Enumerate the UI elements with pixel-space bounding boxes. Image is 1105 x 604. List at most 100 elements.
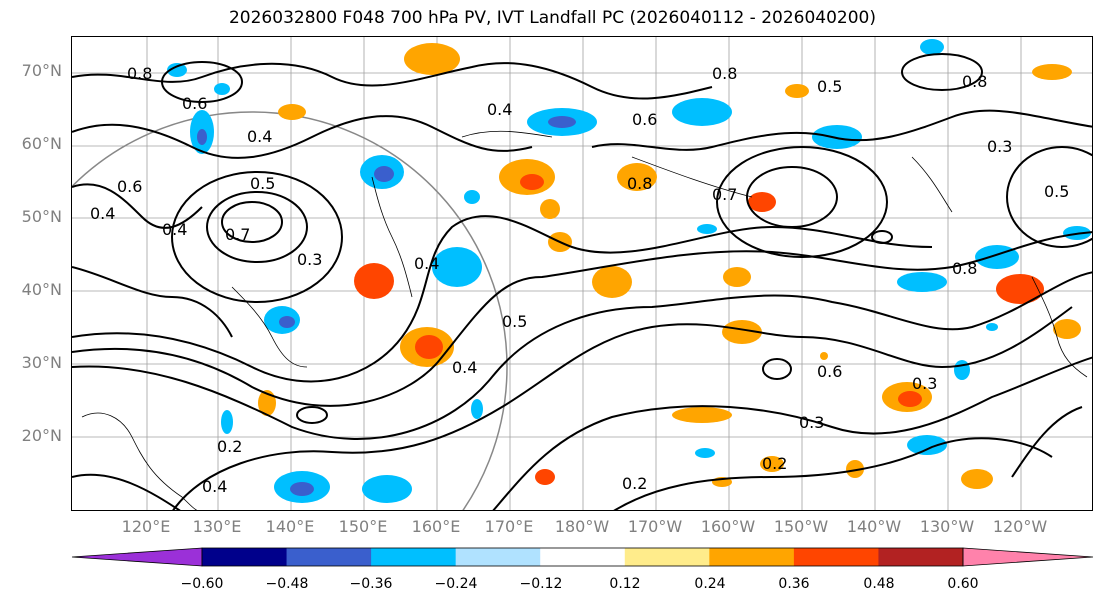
fill-blob [362,475,412,503]
fill-blob [996,274,1044,304]
map-title: 2026032800 F048 700 hPa PV, IVT Landfall… [228,8,876,28]
fill-blob [278,104,306,120]
contour-label: 0.3 [297,250,322,269]
fill-blob [961,469,993,489]
lon-label: 150°E [338,517,388,536]
lon-label: 180°W [554,517,610,536]
fill-blob [785,84,809,98]
fill-blob [748,192,776,212]
fill-blob [279,316,295,328]
fill-blob [920,39,944,55]
map-canvas: 0.8 0.6 0.4 0.4 0.6 0.2 0.4 0.5 0.7 0.3 … [72,37,1092,510]
lon-label: 160°W [700,517,756,536]
fill-blob [617,163,657,191]
lon-label: 170°W [627,517,683,536]
fill-blob [722,320,762,344]
lon-label: 120°E [121,517,171,536]
fill-blob [548,116,576,128]
contour-label: 0.8 [712,64,737,83]
colorbar-segments [71,547,1094,567]
fill-blob [898,391,922,407]
fill-blob [471,399,483,419]
contour-label: 0.6 [817,362,842,381]
contour-label: 0.5 [1044,182,1069,201]
fill-blob [432,247,482,287]
fill-blob [221,410,233,434]
fill-blob [374,166,394,182]
fill-blob [520,174,544,190]
colorbar-tick: 0.48 [863,576,895,592]
fill-blob [986,323,998,331]
fill-blob [697,224,717,234]
contour-label: 0.4 [90,204,115,223]
colorbar-segment [540,548,626,566]
colorbar-tick: −0.12 [519,576,563,592]
colorbar-segment [202,548,288,566]
contour-label: 0.4 [202,477,227,496]
map-panel: 0.8 0.6 0.4 0.4 0.6 0.2 0.4 0.5 0.7 0.3 … [71,36,1093,511]
lon-label: 140°E [265,517,315,536]
fill-blob [672,407,732,423]
contour-label: 0.6 [632,110,657,129]
fill-blob [846,460,864,478]
fill-blob [723,267,751,287]
fill-blob [672,98,732,126]
colorbar-segment [455,548,541,566]
lon-label: 130°E [192,517,242,536]
contour-label: 0.4 [487,100,512,119]
contour-label: 0.7 [712,185,737,204]
colorbar-tick: 0.36 [778,576,810,592]
contour-label: 0.4 [414,254,439,273]
fill-blob [197,129,207,145]
fill-blob [812,125,862,149]
fill-blob [415,335,443,359]
coastlines [81,130,1088,510]
colorbar [71,547,1094,567]
contour-label: 0.5 [817,77,842,96]
fill-blob [760,456,784,472]
colorbar-extend-min [71,547,203,567]
fill-blob [1053,319,1081,339]
fill-blob [404,43,460,75]
contour-label: 0.3 [987,137,1012,156]
fill-blob [907,435,947,455]
fill-blob [695,448,715,458]
lat-label: 40°N [21,280,62,299]
contour-label: 0.8 [127,64,152,83]
fill-blob [214,83,230,95]
fill-blob [540,199,560,219]
colorbar-segment [286,548,372,566]
fill-blob [820,352,828,360]
contour-label: 0.6 [182,94,207,113]
lat-label: 20°N [21,426,62,445]
colorbar-segment [878,548,964,566]
contour-labels: 0.8 0.6 0.4 0.4 0.6 0.2 0.4 0.5 0.7 0.3 … [90,64,1069,496]
lat-label: 50°N [21,207,62,226]
colorbar-segment [709,548,795,566]
colorbar-tick: −0.60 [180,576,224,592]
lon-label: 140°W [846,517,902,536]
colorbar-extend-max [962,547,1094,567]
lat-label: 30°N [21,353,62,372]
lon-label: 160°E [411,517,461,536]
contour-label: 0.4 [452,358,477,377]
colorbar-tick: 0.12 [609,576,641,592]
contour-label: 0.8 [627,174,652,193]
lat-label: 60°N [21,134,62,153]
contour-label: 0.2 [762,454,787,473]
landfall-circle [72,111,508,510]
lat-label: 70°N [21,61,62,80]
colorbar-tick: −0.24 [434,576,478,592]
lon-label: 120°W [992,517,1048,536]
gridlines [72,37,1092,510]
colorbar-segment [793,548,879,566]
contour-label: 0.2 [217,437,242,456]
colorbar-tick: −0.48 [265,576,309,592]
contour-label: 0.8 [962,72,987,91]
contour-label: 0.5 [250,174,275,193]
contour-label: 0.3 [912,374,937,393]
colorbar-tick: −0.36 [349,576,393,592]
colorbar-segment [624,548,710,566]
lon-label: 130°W [919,517,975,536]
contour-label: 0.7 [225,225,250,244]
